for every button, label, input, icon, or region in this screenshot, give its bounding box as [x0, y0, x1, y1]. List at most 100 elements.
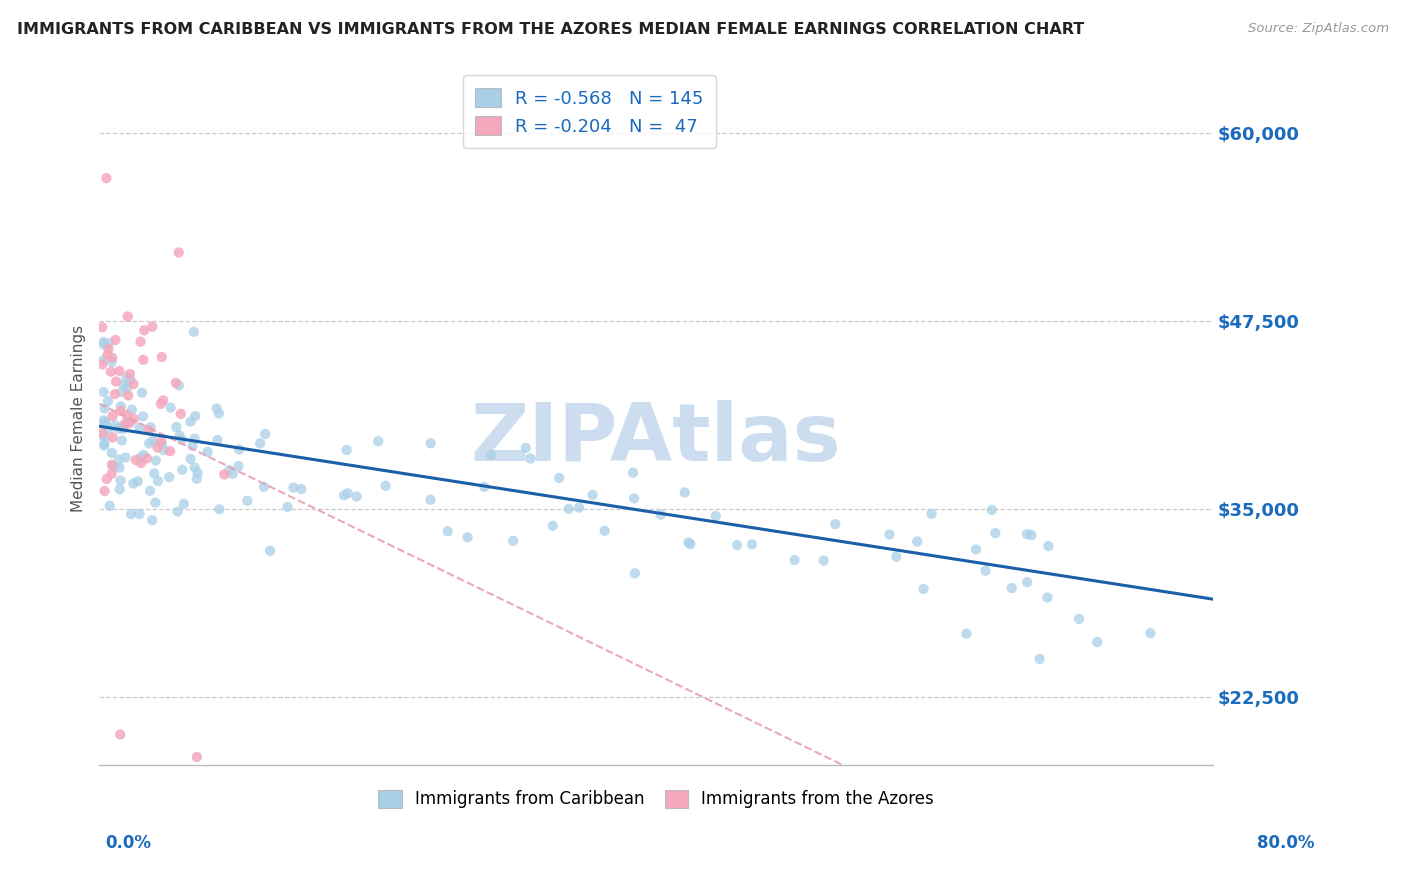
Point	[149, 397, 172, 411]
Point	[593, 524, 616, 538]
Point	[110, 404, 132, 418]
Point	[1017, 575, 1039, 590]
Point	[254, 427, 277, 442]
Point	[679, 537, 702, 551]
Point	[103, 459, 125, 474]
Point	[783, 553, 806, 567]
Point	[515, 441, 537, 455]
Point	[112, 419, 135, 434]
Point	[678, 535, 700, 549]
Point	[813, 553, 835, 567]
Point	[166, 504, 188, 518]
Point	[725, 538, 748, 552]
Point	[134, 323, 156, 337]
Point	[253, 480, 276, 494]
Point	[93, 483, 115, 498]
Point	[179, 451, 201, 466]
Point	[218, 463, 240, 477]
Point	[101, 351, 124, 365]
Point	[97, 348, 120, 362]
Point	[127, 475, 149, 489]
Text: 80.0%: 80.0%	[1257, 834, 1315, 852]
Point	[91, 358, 114, 372]
Point	[621, 466, 644, 480]
Point	[150, 350, 173, 364]
Point	[153, 443, 176, 458]
Point	[824, 517, 846, 532]
Point	[138, 436, 160, 450]
Point	[170, 433, 193, 447]
Point	[214, 467, 236, 482]
Point	[93, 439, 115, 453]
Point	[1085, 635, 1108, 649]
Point	[96, 171, 118, 186]
Point	[180, 415, 202, 429]
Y-axis label: Median Female Earnings: Median Female Earnings	[72, 326, 86, 512]
Point	[346, 490, 368, 504]
Point	[205, 401, 228, 416]
Point	[121, 402, 143, 417]
Point	[181, 439, 204, 453]
Point	[581, 488, 603, 502]
Point	[165, 376, 187, 390]
Point	[519, 451, 541, 466]
Point	[132, 448, 155, 462]
Text: Source: ZipAtlas.com: Source: ZipAtlas.com	[1249, 22, 1389, 36]
Point	[558, 502, 581, 516]
Point	[108, 460, 131, 475]
Point	[110, 385, 132, 400]
Point	[333, 488, 356, 502]
Point	[159, 444, 181, 458]
Point	[183, 460, 205, 475]
Point	[186, 472, 208, 486]
Point	[741, 537, 763, 551]
Point	[96, 417, 118, 432]
Point	[132, 352, 155, 367]
Point	[150, 434, 173, 449]
Point	[110, 474, 132, 488]
Text: 0.0%: 0.0%	[105, 834, 152, 852]
Point	[138, 424, 160, 438]
Point	[91, 426, 114, 441]
Point	[114, 417, 136, 431]
Point	[374, 479, 396, 493]
Point	[129, 334, 152, 349]
Point	[122, 412, 145, 426]
Point	[110, 727, 132, 741]
Point	[207, 433, 229, 447]
Point	[93, 334, 115, 349]
Point	[1015, 527, 1038, 541]
Point	[94, 415, 117, 429]
Text: IMMIGRANTS FROM CARIBBEAN VS IMMIGRANTS FROM THE AZORES MEDIAN FEMALE EARNINGS C: IMMIGRANTS FROM CARIBBEAN VS IMMIGRANTS …	[17, 22, 1084, 37]
Point	[921, 507, 943, 521]
Point	[122, 476, 145, 491]
Point	[93, 384, 115, 399]
Point	[208, 502, 231, 516]
Point	[1001, 581, 1024, 595]
Point	[167, 378, 190, 392]
Point	[457, 530, 479, 544]
Point	[110, 400, 132, 414]
Point	[436, 524, 458, 539]
Point	[101, 446, 124, 460]
Point	[980, 503, 1002, 517]
Point	[91, 320, 114, 334]
Point	[912, 582, 935, 596]
Point	[479, 448, 502, 462]
Point	[884, 549, 907, 564]
Point	[965, 542, 987, 557]
Point	[101, 409, 124, 423]
Point	[277, 500, 299, 514]
Point	[117, 388, 139, 402]
Point	[104, 418, 127, 433]
Point	[100, 365, 122, 379]
Point	[236, 493, 259, 508]
Point	[141, 513, 163, 527]
Point	[336, 442, 359, 457]
Point	[186, 750, 208, 764]
Point	[114, 450, 136, 465]
Point	[139, 483, 162, 498]
Point	[283, 481, 305, 495]
Point	[568, 500, 591, 515]
Point	[118, 367, 141, 381]
